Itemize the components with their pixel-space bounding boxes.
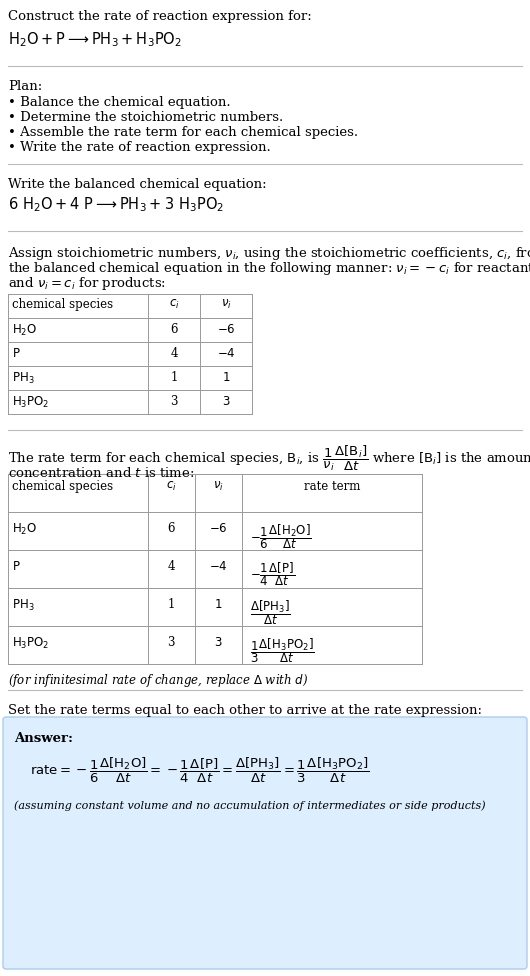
Text: 3: 3 — [222, 395, 229, 408]
Text: 3: 3 — [214, 636, 222, 649]
Text: the balanced chemical equation in the following manner: $\nu_i = -c_i$ for react: the balanced chemical equation in the fo… — [8, 260, 530, 277]
Text: Plan:: Plan: — [8, 80, 42, 93]
Text: Set the rate terms equal to each other to arrive at the rate expression:: Set the rate terms equal to each other t… — [8, 704, 482, 717]
Text: 3: 3 — [167, 636, 175, 649]
Text: $\mathrm{H_2O+P} \longrightarrow \mathrm{PH_3+H_3PO_2}$: $\mathrm{H_2O+P} \longrightarrow \mathrm… — [8, 30, 182, 49]
Text: rate term: rate term — [304, 480, 360, 493]
Text: The rate term for each chemical species, $\mathrm{B}_i$, is $\dfrac{1}{\nu_i}\df: The rate term for each chemical species,… — [8, 444, 530, 473]
Text: (assuming constant volume and no accumulation of intermediates or side products): (assuming constant volume and no accumul… — [14, 800, 485, 810]
Text: 3: 3 — [170, 395, 178, 408]
Text: $c_i$: $c_i$ — [169, 298, 179, 311]
Text: 6: 6 — [170, 323, 178, 336]
Text: $\mathrm{P}$: $\mathrm{P}$ — [12, 347, 21, 360]
Text: Construct the rate of reaction expression for:: Construct the rate of reaction expressio… — [8, 10, 312, 23]
Text: $\nu_i$: $\nu_i$ — [220, 298, 232, 311]
Text: $\mathrm{6\ H_2O+4\ P} \longrightarrow \mathrm{PH_3+3\ H_3PO_2}$: $\mathrm{6\ H_2O+4\ P} \longrightarrow \… — [8, 195, 224, 214]
Text: $\mathrm{PH_3}$: $\mathrm{PH_3}$ — [12, 371, 34, 386]
Text: (for infinitesimal rate of change, replace $\Delta$ with $d$): (for infinitesimal rate of change, repla… — [8, 672, 308, 689]
Text: $\mathrm{PH_3}$: $\mathrm{PH_3}$ — [12, 598, 34, 613]
Text: chemical species: chemical species — [12, 480, 113, 493]
Text: $\dfrac{\Delta[\mathrm{PH_3}]}{\Delta t}$: $\dfrac{\Delta[\mathrm{PH_3}]}{\Delta t}… — [250, 598, 291, 627]
Text: chemical species: chemical species — [12, 298, 113, 311]
Text: $\mathrm{H_3PO_2}$: $\mathrm{H_3PO_2}$ — [12, 395, 49, 410]
Text: Answer:: Answer: — [14, 732, 73, 745]
Text: 4: 4 — [167, 560, 175, 573]
Text: • Balance the chemical equation.: • Balance the chemical equation. — [8, 96, 231, 109]
Text: $-\dfrac{1}{6}\dfrac{\Delta[\mathrm{H_2O}]}{\Delta t}$: $-\dfrac{1}{6}\dfrac{\Delta[\mathrm{H_2O… — [250, 522, 312, 550]
Text: Assign stoichiometric numbers, $\nu_i$, using the stoichiometric coefficients, $: Assign stoichiometric numbers, $\nu_i$, … — [8, 245, 530, 262]
Text: $-\dfrac{1}{4}\dfrac{\Delta[\mathrm{P}]}{\Delta t}$: $-\dfrac{1}{4}\dfrac{\Delta[\mathrm{P}]}… — [250, 560, 295, 588]
Text: $\mathrm{H_2O}$: $\mathrm{H_2O}$ — [12, 323, 37, 338]
FancyBboxPatch shape — [3, 717, 527, 969]
Text: $c_i$: $c_i$ — [166, 480, 176, 493]
Text: $-6$: $-6$ — [217, 323, 235, 336]
Text: concentration and $t$ is time:: concentration and $t$ is time: — [8, 466, 195, 480]
Text: $-4$: $-4$ — [217, 347, 235, 360]
Text: 6: 6 — [167, 522, 175, 535]
Text: $\mathrm{H_3PO_2}$: $\mathrm{H_3PO_2}$ — [12, 636, 49, 651]
Text: and $\nu_i = c_i$ for products:: and $\nu_i = c_i$ for products: — [8, 275, 166, 292]
Text: $\nu_i$: $\nu_i$ — [213, 480, 224, 493]
Text: $-4$: $-4$ — [209, 560, 227, 573]
Text: • Write the rate of reaction expression.: • Write the rate of reaction expression. — [8, 141, 271, 154]
Text: Write the balanced chemical equation:: Write the balanced chemical equation: — [8, 178, 267, 191]
Text: 1: 1 — [222, 371, 229, 384]
Text: $\dfrac{1}{3}\dfrac{\Delta[\mathrm{H_3PO_2}]}{\Delta t}$: $\dfrac{1}{3}\dfrac{\Delta[\mathrm{H_3PO… — [250, 636, 315, 665]
Text: $\mathrm{P}$: $\mathrm{P}$ — [12, 560, 21, 573]
Text: $-6$: $-6$ — [209, 522, 227, 535]
Text: $\mathrm{rate} = -\dfrac{1}{6}\dfrac{\Delta[\mathrm{H_2O}]}{\Delta t} = -\dfrac{: $\mathrm{rate} = -\dfrac{1}{6}\dfrac{\De… — [30, 756, 369, 786]
Text: 4: 4 — [170, 347, 178, 360]
Text: • Assemble the rate term for each chemical species.: • Assemble the rate term for each chemic… — [8, 126, 358, 139]
Text: • Determine the stoichiometric numbers.: • Determine the stoichiometric numbers. — [8, 111, 283, 124]
Text: 1: 1 — [170, 371, 178, 384]
Text: 1: 1 — [167, 598, 175, 611]
Text: 1: 1 — [214, 598, 222, 611]
Text: $\mathrm{H_2O}$: $\mathrm{H_2O}$ — [12, 522, 37, 537]
